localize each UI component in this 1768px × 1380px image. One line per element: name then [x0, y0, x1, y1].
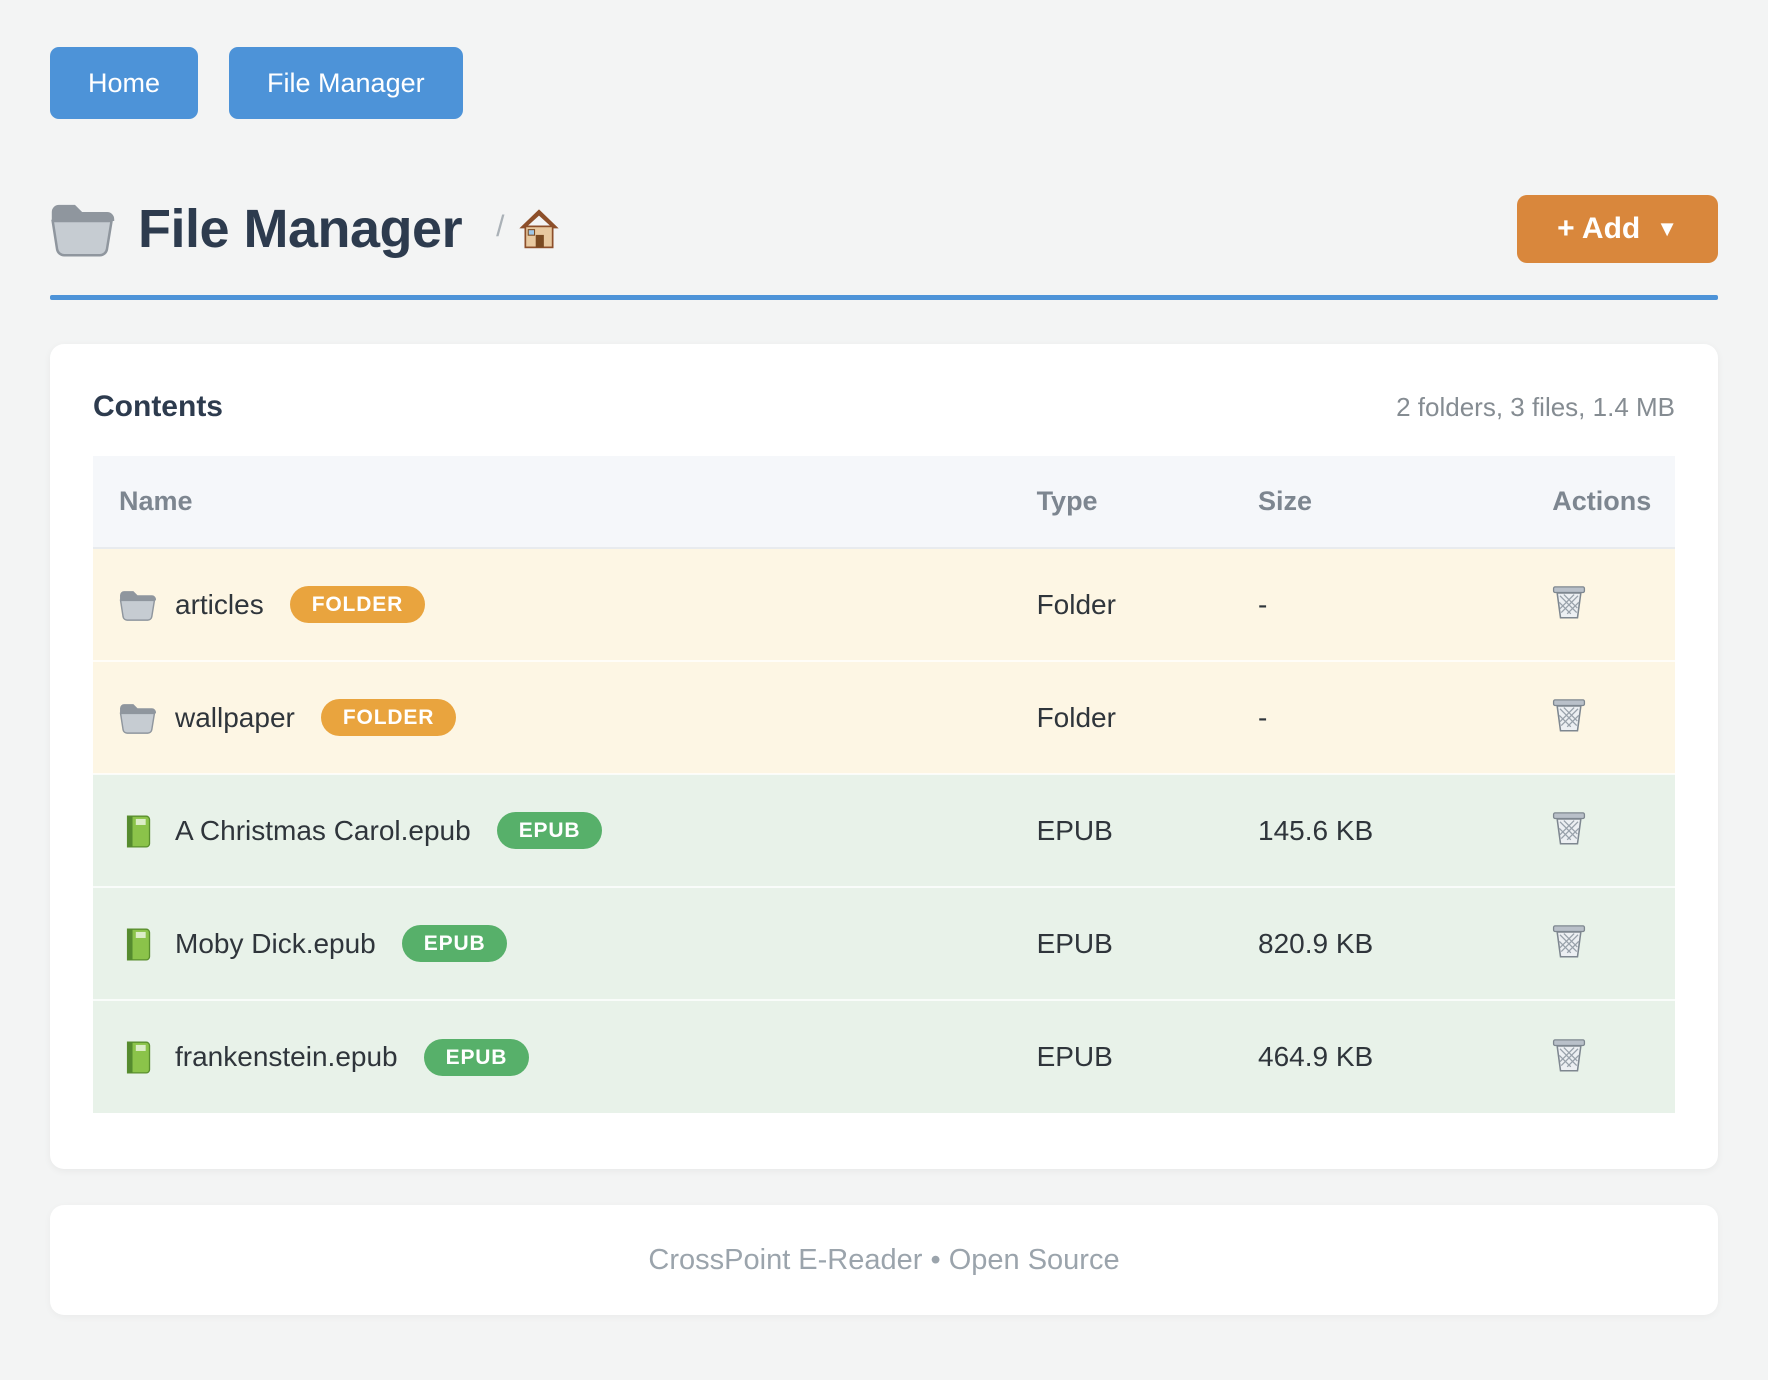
nav-home-button[interactable]: Home: [50, 47, 199, 119]
table-row: frankenstein.epub EPUB EPUB 464.9 KB: [93, 999, 1675, 1113]
book-icon: [126, 815, 151, 848]
table-row: articles FOLDER Folder -: [93, 548, 1675, 661]
contents-card: Contents 2 folders, 3 files, 1.4 MB Name…: [50, 344, 1718, 1169]
column-header-size: Size: [1232, 456, 1527, 549]
footer: CrossPoint E-Reader • Open Source: [50, 1205, 1718, 1315]
table-row: wallpaper FOLDER Folder -: [93, 660, 1675, 774]
column-header-name: Name: [93, 456, 1011, 549]
page-header: File Manager / + Add ▼: [50, 195, 1718, 263]
book-icon: [126, 1041, 151, 1074]
folder-icon: [119, 702, 157, 734]
file-name-link[interactable]: wallpaper: [175, 701, 295, 733]
folder-icon: [50, 203, 116, 257]
trash-icon[interactable]: [1552, 1036, 1586, 1072]
nav-file-manager-button[interactable]: File Manager: [229, 47, 463, 119]
type-cell: Folder: [1036, 588, 1116, 620]
folder-badge: FOLDER: [320, 699, 457, 736]
book-icon: [126, 928, 151, 961]
size-cell: 145.6 KB: [1232, 773, 1527, 887]
trash-icon[interactable]: [1552, 809, 1586, 845]
size-cell: 820.9 KB: [1232, 886, 1527, 1000]
table-row: Moby Dick.epub EPUB EPUB 820.9 KB: [93, 886, 1675, 1000]
epub-badge: EPUB: [423, 1038, 530, 1076]
top-navigation: Home File Manager: [50, 0, 1718, 119]
file-name-link[interactable]: frankenstein.epub: [175, 1041, 398, 1072]
footer-text: CrossPoint E-Reader • Open Source: [648, 1243, 1120, 1276]
table-header-row: Name Type Size Actions: [93, 456, 1675, 549]
folder-icon: [119, 589, 157, 621]
size-cell: -: [1232, 660, 1527, 774]
house-icon[interactable]: [518, 208, 560, 250]
page-title: File Manager: [138, 199, 463, 259]
trash-icon[interactable]: [1552, 696, 1586, 732]
page: Home File Manager File Manager / + Add ▼…: [50, 0, 1718, 1315]
type-cell: Folder: [1010, 660, 1233, 774]
table-row: A Christmas Carol.epub EPUB EPUB 145.6 K…: [93, 773, 1675, 887]
add-button[interactable]: + Add ▼: [1517, 195, 1718, 263]
column-header-actions: Actions: [1526, 456, 1675, 549]
size-cell: -: [1258, 588, 1268, 620]
size-cell: 464.9 KB: [1232, 999, 1527, 1113]
contents-card-header: Contents 2 folders, 3 files, 1.4 MB: [93, 390, 1675, 424]
contents-heading: Contents: [93, 390, 223, 423]
file-name-link[interactable]: articles: [175, 588, 264, 620]
trash-icon[interactable]: [1552, 922, 1586, 958]
epub-badge: EPUB: [496, 812, 603, 849]
add-button-label: + Add: [1557, 212, 1641, 245]
type-cell: EPUB: [1010, 886, 1233, 1000]
trash-icon[interactable]: [1552, 583, 1586, 619]
header-divider: [50, 295, 1718, 300]
breadcrumb-separator: /: [496, 210, 505, 243]
contents-summary: 2 folders, 3 files, 1.4 MB: [1396, 392, 1675, 422]
type-cell: EPUB: [1010, 773, 1233, 887]
chevron-down-icon: ▼: [1656, 216, 1678, 241]
file-name-link[interactable]: Moby Dick.epub: [175, 927, 376, 959]
breadcrumb: /: [496, 208, 560, 250]
epub-badge: EPUB: [401, 925, 508, 962]
folder-badge: FOLDER: [289, 586, 426, 623]
column-header-type: Type: [1010, 456, 1233, 549]
type-cell: EPUB: [1010, 999, 1233, 1113]
file-name-link[interactable]: A Christmas Carol.epub: [175, 814, 471, 846]
file-table: Name Type Size Actions articles FOLDER: [93, 456, 1675, 1113]
